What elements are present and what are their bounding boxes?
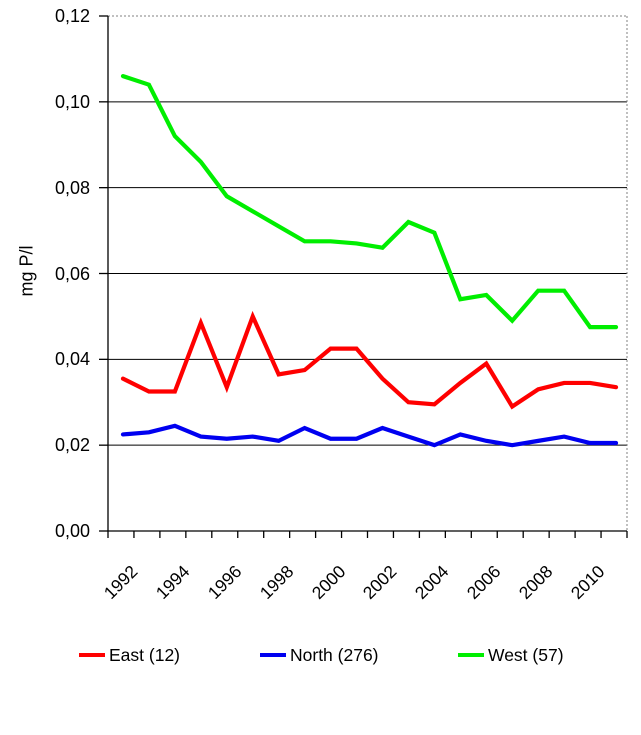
legend-label-north: North (276) [290,645,379,665]
legend-label-west: West (57) [488,645,564,665]
y-tick-label-0,12: 0,12 [54,6,90,26]
legend-item-north: North (276) [260,646,379,664]
legend-line-swatch-north [260,653,286,657]
legend: East (12) North (276) West (57) [0,646,641,666]
legend-label-east: East (12) [109,645,180,665]
series-line-North (276) [120,423,619,448]
y-tick-label-0,06: 0,06 [54,263,90,284]
legend-item-west: West (57) [458,646,564,664]
series-line-West (57) [120,73,619,330]
legend-item-east: East (12) [79,646,180,664]
y-tick-label-0,04: 0,04 [54,349,90,370]
series-line-East (12) [120,310,619,410]
legend-line-swatch-east [79,653,105,657]
y-tick-label-0,10: 0,10 [54,91,90,112]
legend-line-swatch-west [458,653,484,657]
y-tick-label-0,08: 0,08 [54,177,90,198]
y-tick-label-0,00: 0,00 [54,521,90,541]
y-tick-label-0,02: 0,02 [54,435,90,456]
